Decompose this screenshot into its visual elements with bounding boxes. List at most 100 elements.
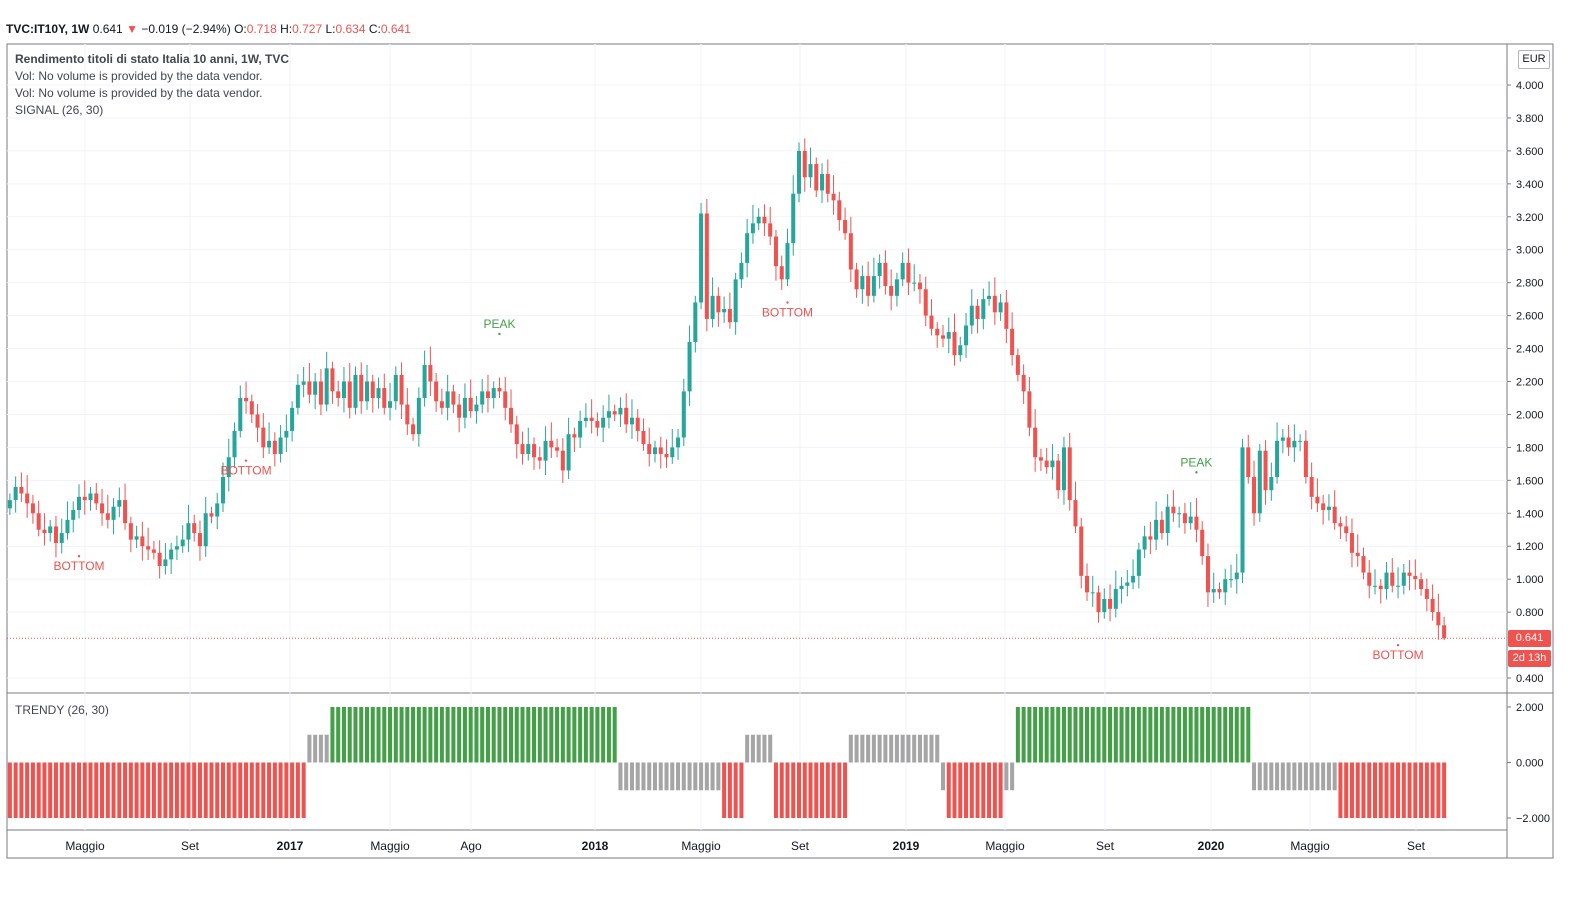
candle-body [814, 164, 819, 191]
close-label: C: [368, 22, 381, 36]
trendy-bar [376, 707, 381, 763]
trendy-bar [428, 707, 433, 763]
candle-body [30, 503, 35, 514]
trendy-bar [439, 707, 444, 763]
candle-body [123, 500, 128, 524]
bottom-marker [786, 301, 789, 304]
y-tick-label: 0.800 [1516, 607, 1544, 619]
trendy-bar [722, 762, 727, 818]
trendy-bar [537, 707, 542, 763]
candle-body [255, 414, 260, 428]
candle-body [1424, 589, 1429, 599]
y-tick-label: 1.600 [1516, 475, 1544, 487]
candle-body [503, 391, 508, 408]
trendy-bar [1240, 707, 1245, 763]
trendy-bar [1401, 762, 1406, 818]
trendy-bar [877, 734, 882, 763]
trendy-bar [1372, 762, 1378, 818]
trendy-indicator-label: TRENDY (26, 30) [15, 703, 109, 717]
candle-body [174, 546, 179, 550]
trendy-bar [123, 762, 128, 818]
trendy-bar [508, 707, 514, 763]
candle-body [1223, 579, 1228, 593]
candle-body [376, 388, 381, 398]
trendy-bar [359, 707, 364, 763]
candle-body [1102, 598, 1107, 613]
trendy-bar [1090, 707, 1095, 763]
y-tick-label: 0.000 [1516, 758, 1544, 770]
trendy-bar [681, 762, 686, 791]
candle-body [347, 381, 352, 408]
candle-body [399, 374, 404, 405]
trendy-bar [36, 762, 41, 818]
trendy-bar [779, 762, 784, 818]
trendy-bar [1430, 762, 1435, 818]
peak-label: PEAK [483, 317, 515, 331]
trendy-bar [1200, 707, 1205, 763]
trendy-bar [336, 707, 341, 763]
candle-body [36, 513, 41, 530]
candle-body [1315, 496, 1320, 504]
candle-body [330, 368, 335, 392]
trendy-bar [59, 762, 64, 818]
candle-body [1073, 500, 1078, 527]
price-change: −0.019 (−2.94%) [141, 22, 231, 36]
low-value: 0.634 [335, 22, 366, 36]
candle-body [739, 262, 744, 280]
candle-body [658, 447, 663, 454]
y-tick-label: 2.200 [1516, 377, 1544, 389]
candle-body [111, 506, 116, 520]
symbol-label: TVC:IT10Y, 1W [6, 22, 90, 36]
candle-body [1056, 460, 1061, 491]
candle-body [359, 374, 364, 402]
trendy-bar [543, 707, 548, 763]
trendy-bar [618, 762, 623, 791]
candle-body [76, 496, 82, 510]
candle-body [451, 391, 456, 405]
candle-body [244, 397, 249, 402]
trendy-bar [555, 707, 560, 763]
countdown-pill: 2d 13h [1508, 650, 1551, 667]
down-arrow-icon: ▼ [126, 22, 138, 36]
trendy-bar [981, 762, 986, 818]
trendy-bar [1010, 762, 1015, 791]
volume-note-2: Vol: No volume is provided by the data v… [15, 86, 263, 100]
trendy-bar [238, 762, 243, 818]
candle-body [59, 533, 64, 543]
candle-body [837, 200, 842, 221]
trendy-bar [1084, 707, 1090, 763]
candle-body [267, 440, 272, 448]
trendy-bar [1125, 707, 1130, 763]
x-tick-label: 2017 [277, 839, 304, 853]
candle-body [163, 559, 168, 566]
trendy-bar [739, 762, 744, 818]
trendy-bar [606, 707, 611, 763]
candle-body [474, 404, 479, 412]
candle-body [589, 417, 594, 422]
currency-button[interactable]: EUR [1518, 50, 1550, 69]
candle-body [140, 536, 145, 547]
candle-body [681, 391, 686, 438]
last-price-pill: 0.641 [1508, 630, 1551, 647]
x-tick-label: 2018 [582, 839, 609, 853]
candle-body [272, 440, 277, 454]
trendy-bar [796, 762, 802, 818]
candle-body [917, 282, 922, 290]
candle-body [883, 262, 888, 286]
trendy-bar [388, 707, 393, 763]
trendy-bar [1067, 707, 1072, 763]
candle-body [722, 309, 727, 313]
candle-body [843, 220, 848, 234]
x-tick-label: Set [1096, 839, 1115, 853]
candle-body [416, 397, 421, 435]
x-tick-label: Set [181, 839, 200, 853]
chart-frame [6, 43, 1554, 859]
trendy-bar [866, 734, 871, 763]
trendy-bar [785, 762, 790, 818]
candle-body [1263, 450, 1268, 491]
candle-body [866, 276, 871, 296]
candle-body [699, 213, 704, 303]
candle-body [180, 539, 185, 547]
candle-body [1205, 556, 1210, 593]
